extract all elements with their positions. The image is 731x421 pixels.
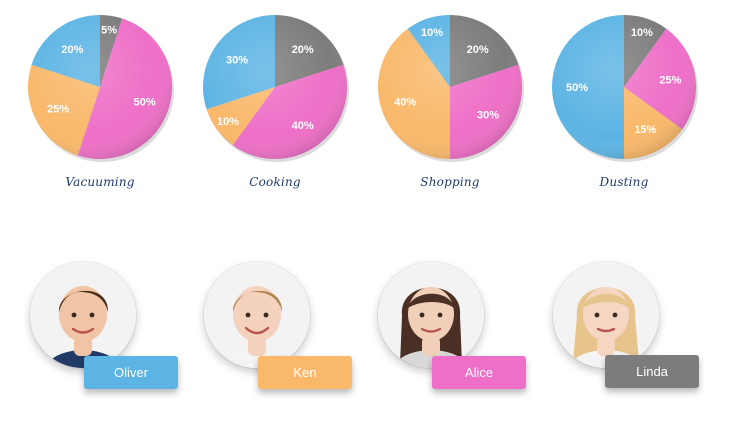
pie-svg-dusting: 10% 25% 15% 50%	[552, 15, 698, 162]
pie-data-label-dusting-alice: 25%	[659, 75, 681, 87]
pie-shading	[378, 15, 522, 159]
pie-shading	[203, 15, 347, 159]
pie-data-label-cooking-alice: 40%	[292, 120, 314, 132]
name-tag-oliver: Oliver	[84, 356, 178, 389]
pie-data-label-shopping-ken: 40%	[394, 97, 416, 109]
name-tag-alice: Alice	[432, 356, 526, 389]
pie-data-label-shopping-alice: 30%	[477, 110, 499, 122]
portrait-oliver	[30, 262, 136, 368]
pie-chart-cooking: 20% 40% 10% 30%	[200, 12, 350, 162]
pie-chart-shopping: 20% 30% 40% 10%	[375, 12, 525, 162]
avatar-ken	[204, 262, 310, 368]
portrait-linda	[553, 262, 659, 368]
pie-chart-vacuuming: 5% 50% 25% 20%	[25, 12, 175, 162]
avatar-alice	[378, 262, 484, 368]
pie-title-vacuuming: Vacuuming	[65, 175, 135, 189]
pie-data-label-dusting-oliver: 50%	[566, 82, 588, 94]
avatar-linda	[553, 262, 659, 368]
pie-title-dusting: Dusting	[599, 175, 649, 189]
pie-data-label-vacuuming-alice: 50%	[134, 97, 156, 109]
name-tag-ken: Ken	[258, 356, 352, 389]
pie-data-label-shopping-oliver: 10%	[421, 27, 443, 39]
pie-shading	[28, 15, 172, 159]
pie-data-label-shopping-linda: 20%	[467, 44, 489, 56]
pie-data-label-dusting-ken: 15%	[634, 124, 656, 136]
pie-data-label-cooking-ken: 10%	[217, 116, 239, 128]
portrait-ken	[204, 262, 310, 368]
pie-data-label-dusting-linda: 10%	[631, 27, 653, 39]
portrait-alice	[378, 262, 484, 368]
pie-svg-shopping: 20% 30% 40% 10%	[378, 15, 524, 162]
pie-svg-vacuuming: 5% 50% 25% 20%	[28, 15, 174, 162]
pie-data-label-vacuuming-oliver: 20%	[61, 44, 83, 56]
pie-data-label-cooking-linda: 20%	[292, 44, 314, 56]
pie-chart-dusting: 10% 25% 15% 50%	[549, 12, 699, 162]
pie-data-label-vacuuming-linda: 5%	[101, 25, 117, 37]
pie-title-shopping: Shopping	[420, 175, 480, 189]
pie-title-cooking: Cooking	[249, 175, 301, 189]
avatar-oliver	[30, 262, 136, 368]
pie-shading	[552, 15, 696, 159]
pie-data-label-vacuuming-ken: 25%	[47, 103, 69, 115]
pie-data-label-cooking-oliver: 30%	[226, 54, 248, 66]
name-tag-linda: Linda	[605, 355, 699, 388]
pie-svg-cooking: 20% 40% 10% 30%	[203, 15, 349, 162]
